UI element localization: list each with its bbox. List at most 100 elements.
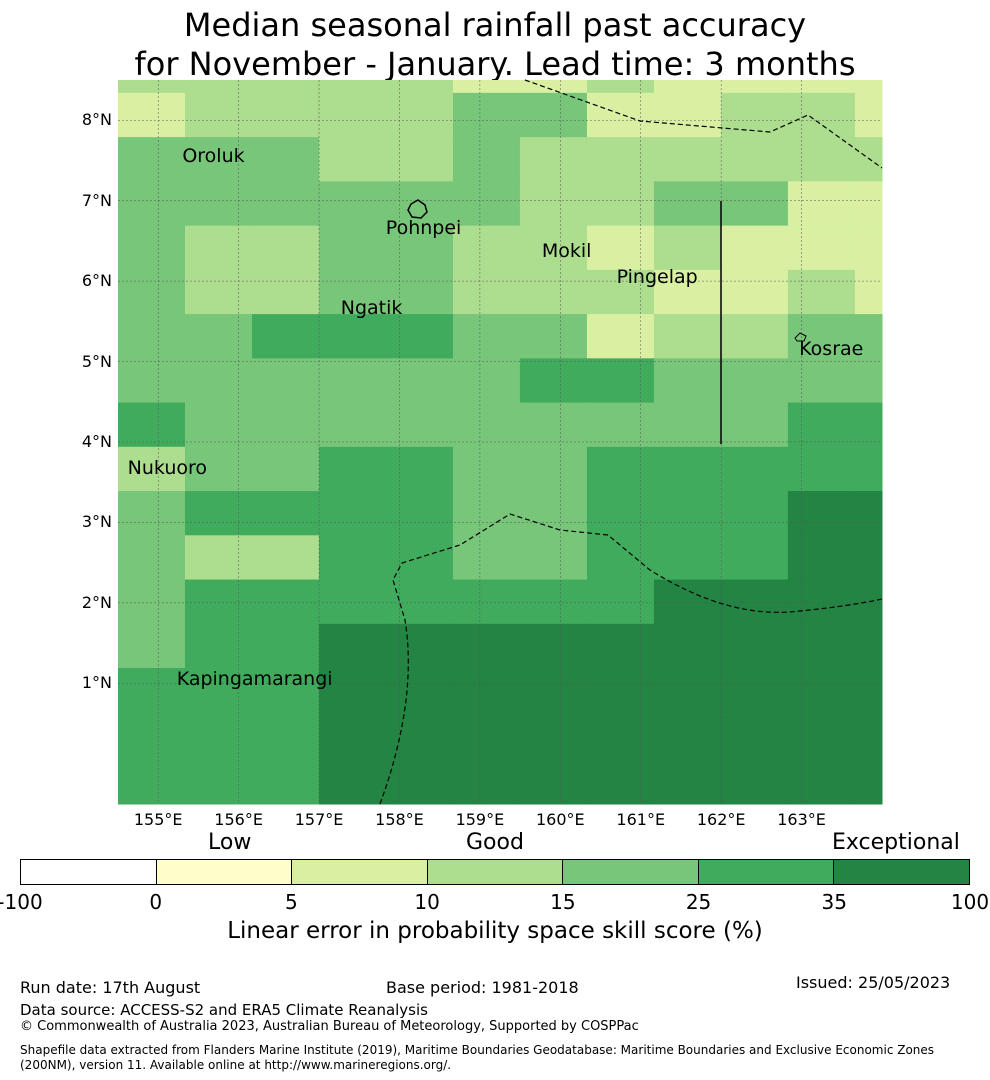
grid-cell — [251, 269, 320, 315]
grid-cell — [118, 712, 186, 758]
grid-cell — [118, 756, 186, 805]
place-label: Kosrae — [799, 338, 864, 361]
grid-cell — [720, 181, 789, 227]
grid-cell — [854, 579, 883, 625]
grid-cell — [720, 314, 789, 359]
place-label: Nukuoro — [127, 456, 207, 479]
category-low: Low — [208, 830, 252, 855]
grid-cell — [787, 314, 856, 359]
grid-cell — [519, 269, 588, 315]
colorbar-tick-label: 25 — [685, 890, 712, 914]
grid-cell — [118, 137, 186, 182]
grid-cell — [787, 137, 856, 182]
grid-cell — [251, 225, 320, 271]
grid-cell — [586, 225, 655, 271]
issued-date: Issued: 25/05/2023 — [796, 973, 951, 992]
grid-cell — [118, 623, 186, 669]
grid-cell — [318, 535, 387, 581]
skill-grid — [118, 80, 883, 805]
grid-cell — [720, 491, 789, 536]
grid-cell — [653, 225, 722, 271]
grid-cell — [519, 225, 588, 271]
grid-cell — [787, 92, 856, 138]
grid-cell — [118, 80, 186, 94]
grid-cell — [586, 269, 655, 315]
colorbar-tick-label: 10 — [414, 890, 440, 914]
grid-cell — [184, 579, 253, 625]
grid-cell — [251, 491, 320, 536]
grid-cell — [720, 623, 789, 669]
grid-cell — [118, 358, 186, 404]
grid-cell — [318, 712, 387, 758]
grid-cell — [251, 756, 320, 805]
colorbar-tick-label: 0 — [149, 890, 163, 914]
grid-cell — [318, 92, 387, 138]
grid-cell — [586, 712, 655, 758]
grid-cell — [184, 446, 253, 492]
grid-cell — [586, 80, 655, 94]
grid-cell — [586, 668, 655, 713]
grid-cell — [519, 402, 588, 448]
longitude-label: 155°E — [133, 810, 183, 829]
grid-cell — [385, 402, 454, 448]
grid-cell — [586, 358, 655, 404]
grid-cell — [318, 137, 387, 182]
grid-cell — [787, 225, 856, 271]
grid-cell — [184, 668, 253, 713]
grid-cell — [519, 358, 588, 404]
grid-cell — [787, 756, 856, 805]
rainfall-accuracy-map — [118, 79, 883, 805]
grid-cell — [318, 80, 387, 94]
grid-cell — [720, 80, 789, 94]
grid-cell — [318, 269, 387, 315]
colorbar-tick-label: 15 — [550, 890, 576, 914]
longitude-label: 161°E — [616, 810, 666, 829]
grid-cell — [184, 181, 253, 227]
colorbar-tick-label: 100 — [950, 890, 990, 914]
grid-cell — [184, 92, 253, 138]
grid-cell — [251, 446, 320, 492]
grid-cell — [251, 92, 320, 138]
grid-cell — [318, 225, 387, 271]
grid-cell — [118, 402, 186, 448]
grid-cell — [653, 756, 722, 805]
map-features — [379, 79, 883, 805]
grid-cell — [586, 491, 655, 536]
grid-cell — [519, 668, 588, 713]
grid-cell — [586, 137, 655, 182]
grid-cell — [118, 269, 186, 315]
grid-cell — [854, 535, 883, 581]
grid-cell — [251, 181, 320, 227]
grid-cell — [720, 446, 789, 492]
copyright: © Commonwealth of Australia 2023, Austra… — [20, 1019, 639, 1034]
colorbar-segment — [427, 860, 564, 884]
grid-cell — [586, 623, 655, 669]
colorbar-segment — [292, 860, 428, 884]
grid-cell — [118, 314, 186, 359]
grid-cell — [184, 712, 253, 758]
grid-cell — [385, 668, 454, 713]
grid-cell — [720, 712, 789, 758]
longitude-label: 162°E — [696, 810, 746, 829]
grid-cell — [452, 623, 521, 669]
grid-cell — [118, 446, 186, 492]
grid-cell — [251, 402, 320, 448]
grid-cell — [586, 579, 655, 625]
grid-cell — [653, 358, 722, 404]
grid-cell — [720, 137, 789, 182]
grid-cell — [720, 402, 789, 448]
run-date: Run date: 17th August — [20, 978, 201, 997]
grid-cell — [251, 314, 320, 359]
grid-cell — [787, 358, 856, 404]
grid-cell — [653, 579, 722, 625]
longitude-label: 160°E — [535, 810, 585, 829]
longitude-label: 156°E — [214, 810, 263, 829]
grid-cell — [452, 225, 521, 271]
grid-cell — [720, 92, 789, 138]
grid-cell — [385, 181, 454, 227]
eez-boundary-north — [524, 79, 883, 169]
grid-cell — [118, 579, 186, 625]
latitude-label: 4°N — [81, 432, 112, 451]
eez-boundary-south — [379, 513, 883, 805]
grid-cell — [854, 623, 883, 669]
